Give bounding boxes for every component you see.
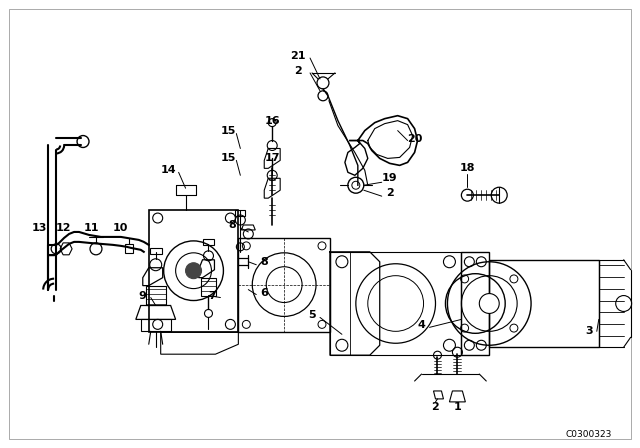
- Text: 2: 2: [294, 66, 302, 76]
- Text: 15: 15: [221, 125, 236, 136]
- Text: 3: 3: [585, 326, 593, 336]
- Circle shape: [479, 293, 499, 314]
- Text: 2: 2: [386, 188, 394, 198]
- Text: 5: 5: [308, 310, 316, 320]
- Text: 4: 4: [418, 320, 426, 330]
- Text: 1: 1: [454, 402, 461, 412]
- Text: 13: 13: [31, 223, 47, 233]
- Text: 12: 12: [56, 223, 71, 233]
- Bar: [202, 239, 214, 245]
- Text: 2: 2: [431, 402, 440, 412]
- Bar: [238, 238, 330, 332]
- Bar: [236, 210, 245, 216]
- Bar: [489, 260, 599, 347]
- Text: 16: 16: [264, 116, 280, 125]
- Text: 8: 8: [260, 257, 268, 267]
- Text: 8: 8: [228, 220, 236, 230]
- Text: 11: 11: [83, 223, 99, 233]
- Text: 9: 9: [139, 291, 147, 301]
- Text: 15: 15: [221, 153, 236, 164]
- Text: 18: 18: [460, 164, 475, 173]
- Circle shape: [186, 263, 202, 279]
- Bar: [150, 248, 162, 254]
- Text: 10: 10: [113, 223, 129, 233]
- Text: 14: 14: [161, 165, 177, 175]
- Text: C0300323: C0300323: [566, 430, 612, 439]
- Text: 19: 19: [382, 173, 397, 183]
- Bar: [141, 319, 171, 332]
- Bar: [200, 278, 216, 296]
- Text: 20: 20: [407, 134, 422, 143]
- Text: 6: 6: [260, 288, 268, 297]
- Text: 7: 7: [209, 291, 216, 301]
- Text: 17: 17: [264, 153, 280, 164]
- Text: 21: 21: [291, 51, 306, 61]
- Bar: [146, 286, 166, 306]
